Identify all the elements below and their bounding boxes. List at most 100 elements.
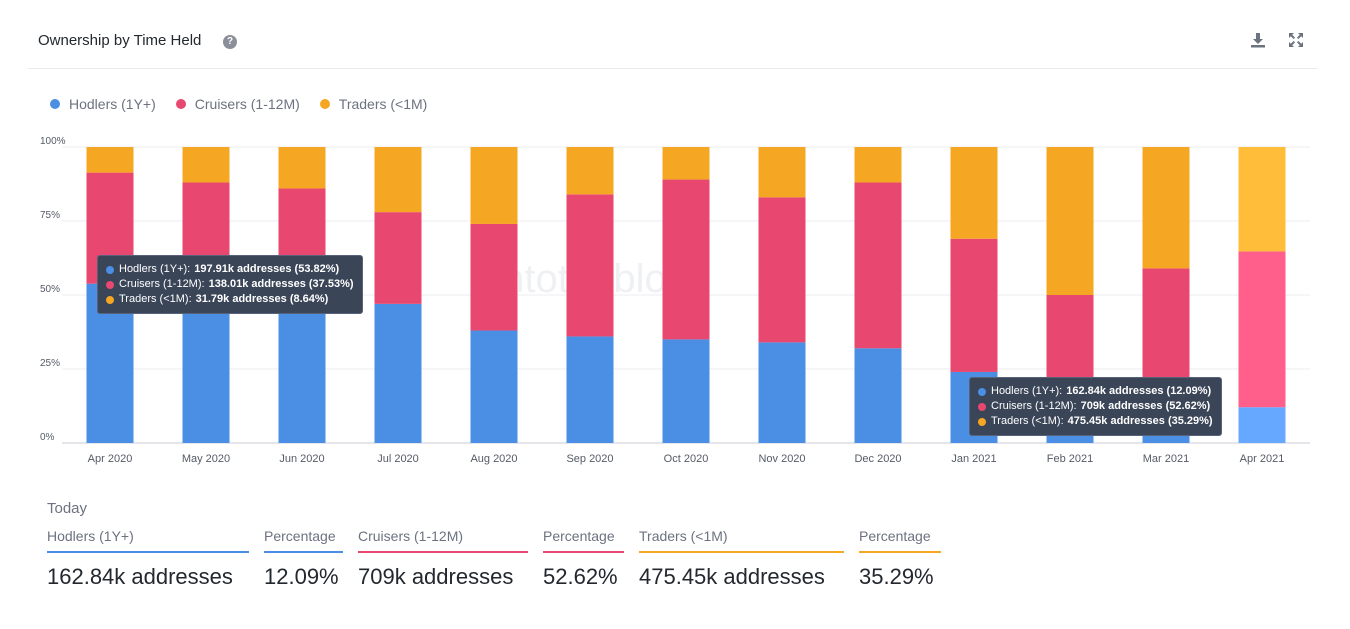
tooltip-row-cruisers: Cruisers (1-12M): 138.01k addresses (37.…: [106, 277, 354, 292]
y-tick-label: 100%: [40, 136, 66, 147]
y-tick-label: 50%: [40, 284, 60, 295]
x-tick-label: Aug 2020: [470, 453, 517, 465]
bar-traders: [182, 147, 230, 183]
stat-label: Percentage: [543, 528, 624, 553]
stat-label: Traders (<1M): [639, 528, 844, 553]
y-tick-label: 0%: [40, 432, 55, 443]
legend-item-traders[interactable]: Traders (<1M): [319, 96, 428, 112]
bar-traders: [950, 147, 998, 239]
x-tick-label: Nov 2020: [758, 453, 805, 465]
bar-hodlers: [566, 336, 614, 443]
tooltip-apr-2021: Hodlers (1Y+): 162.84k addresses (12.09%…: [969, 377, 1222, 436]
stat-value: 52.62%: [543, 564, 618, 589]
tooltip-dot-traders: [106, 295, 114, 304]
chart-title: Ownership by Time Held: [38, 32, 202, 49]
stat-hodlers-percentage: Percentage 12.09%: [264, 528, 343, 590]
tooltip-label: Hodlers (1Y+):: [991, 385, 1063, 397]
download-icon[interactable]: [1249, 31, 1267, 49]
tooltip-label: Cruisers (1-12M):: [119, 278, 205, 290]
help-icon[interactable]: ?: [223, 35, 237, 49]
tooltip-row-traders: Traders (<1M): 31.79k addresses (8.64%): [106, 292, 354, 307]
y-tick-label: 75%: [40, 210, 60, 221]
bar-cruisers: [566, 194, 614, 337]
legend-label-traders: Traders (<1M): [338, 96, 428, 112]
stat-value: 709k addresses: [358, 564, 514, 589]
x-tick-label: Jun 2020: [279, 453, 324, 465]
legend-dot-traders: [319, 99, 330, 109]
stat-label: Percentage: [859, 528, 941, 553]
x-tick-label: Apr 2021: [1240, 453, 1285, 465]
tooltip-row-traders: Traders (<1M): 475.45k addresses (35.29%…: [978, 414, 1213, 429]
x-tick-label: May 2020: [182, 453, 230, 465]
bar-hodlers: [278, 289, 326, 443]
bar-cruisers: [854, 182, 902, 349]
bar-traders: [854, 147, 902, 183]
bar-traders: [662, 147, 710, 180]
today-label: Today: [47, 500, 88, 517]
x-tick-label: Oct 2020: [664, 453, 709, 465]
bar-cruisers: [1046, 295, 1094, 390]
x-tick-label: Feb 2021: [1047, 453, 1093, 465]
tooltip-value: 162.84k addresses (12.09%): [1066, 385, 1212, 397]
tooltip-dot-hodlers: [978, 387, 986, 396]
bar-cruisers: [950, 238, 998, 372]
stat-cruisers: Cruisers (1-12M) 709k addresses: [358, 528, 528, 590]
stat-hodlers: Hodlers (1Y+) 162.84k addresses: [47, 528, 249, 590]
tooltip-dot-cruisers: [106, 280, 114, 289]
stat-value: 162.84k addresses: [47, 564, 233, 589]
tooltip-dot-traders: [978, 417, 986, 426]
stat-value: 35.29%: [859, 564, 934, 589]
legend-dot-cruisers: [175, 99, 186, 109]
stat-value: 12.09%: [264, 564, 339, 589]
chart-header: Ownership by Time Held ?: [28, 0, 1318, 69]
legend-label-hodlers: Hodlers (1Y+): [69, 96, 156, 112]
tooltip-value: 31.79k addresses (8.64%): [195, 293, 329, 305]
tooltip-dot-cruisers: [978, 402, 986, 411]
x-tick-label: Sep 2020: [566, 453, 613, 465]
bar-traders: [1238, 147, 1286, 252]
tooltip-dot-hodlers: [106, 265, 114, 274]
stat-label: Percentage: [264, 528, 343, 553]
bar-traders: [470, 147, 518, 224]
tooltip-label: Hodlers (1Y+):: [119, 263, 191, 275]
x-tick-label: Apr 2020: [88, 453, 133, 465]
bar-traders: [1142, 147, 1190, 269]
x-tick-label: Dec 2020: [854, 453, 901, 465]
bar-cruisers: [1238, 251, 1286, 408]
bar-hodlers: [1238, 407, 1286, 443]
tooltip-apr-2020: Hodlers (1Y+): 197.91k addresses (53.82%…: [97, 255, 363, 314]
bar-traders: [566, 147, 614, 195]
bar-cruisers: [758, 197, 806, 343]
stat-value: 475.45k addresses: [639, 564, 825, 589]
bar-cruisers: [470, 223, 518, 331]
x-tick-label: Jan 2021: [951, 453, 996, 465]
bar-hodlers: [470, 330, 518, 443]
bar-traders: [278, 147, 326, 189]
bar-hodlers: [854, 348, 902, 443]
tooltip-value: 197.91k addresses (53.82%): [194, 263, 340, 275]
tooltip-value: 709k addresses (52.62%): [1080, 400, 1211, 412]
tooltip-value: 475.45k addresses (35.29%): [1067, 415, 1213, 427]
bar-traders: [758, 147, 806, 198]
stat-cruisers-percentage: Percentage 52.62%: [543, 528, 624, 590]
tooltip-row-cruisers: Cruisers (1-12M): 709k addresses (52.62%…: [978, 399, 1213, 414]
bar-traders: [1046, 147, 1094, 295]
tooltip-row-hodlers: Hodlers (1Y+): 197.91k addresses (53.82%…: [106, 262, 354, 277]
legend-label-cruisers: Cruisers (1-12M): [194, 96, 300, 112]
legend-item-hodlers[interactable]: Hodlers (1Y+): [50, 96, 156, 112]
bar-hodlers: [758, 342, 806, 443]
x-tick-label: Jul 2020: [377, 453, 419, 465]
tooltip-label: Traders (<1M):: [119, 293, 192, 305]
y-tick-label: 25%: [40, 358, 60, 369]
stat-traders-percentage: Percentage 35.29%: [859, 528, 941, 590]
tooltip-row-hodlers: Hodlers (1Y+): 162.84k addresses (12.09%…: [978, 384, 1213, 399]
legend-item-cruisers[interactable]: Cruisers (1-12M): [175, 96, 300, 112]
fullscreen-icon[interactable]: [1288, 32, 1304, 48]
bar-cruisers: [662, 179, 710, 340]
stat-label: Cruisers (1-12M): [358, 528, 528, 553]
bar-hodlers: [662, 339, 710, 443]
legend-dot-hodlers: [50, 99, 60, 109]
bar-cruisers: [374, 212, 422, 304]
chart-legend: Hodlers (1Y+) Cruisers (1-12M) Traders (…: [50, 96, 427, 112]
bar-traders: [86, 147, 134, 173]
